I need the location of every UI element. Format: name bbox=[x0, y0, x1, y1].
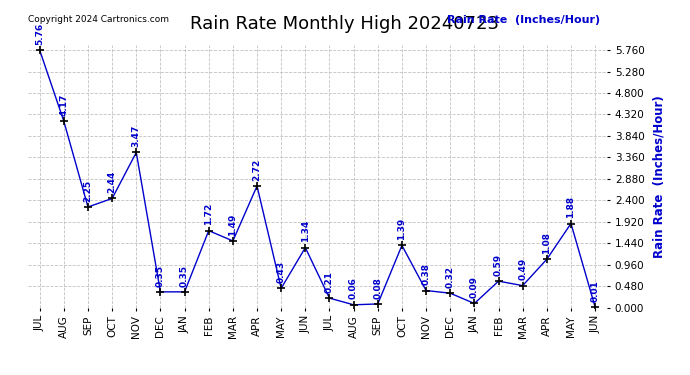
Text: 0.43: 0.43 bbox=[277, 261, 286, 283]
Text: 1.49: 1.49 bbox=[228, 213, 237, 236]
Text: Copyright 2024 Cartronics.com: Copyright 2024 Cartronics.com bbox=[28, 15, 168, 24]
Text: 2.72: 2.72 bbox=[253, 158, 262, 181]
Text: 0.32: 0.32 bbox=[446, 266, 455, 288]
Text: 0.59: 0.59 bbox=[494, 254, 503, 276]
Text: 0.38: 0.38 bbox=[422, 263, 431, 285]
Text: 0.21: 0.21 bbox=[325, 271, 334, 293]
Text: 0.01: 0.01 bbox=[591, 280, 600, 302]
Text: Rain Rate Monthly High 20240723: Rain Rate Monthly High 20240723 bbox=[190, 15, 500, 33]
Text: 0.35: 0.35 bbox=[156, 264, 165, 286]
Text: 2.44: 2.44 bbox=[108, 171, 117, 193]
Text: 5.76: 5.76 bbox=[35, 22, 44, 45]
Text: 0.49: 0.49 bbox=[518, 258, 527, 280]
Text: 4.17: 4.17 bbox=[59, 93, 68, 116]
Text: 0.09: 0.09 bbox=[470, 276, 479, 298]
Text: 1.72: 1.72 bbox=[204, 203, 213, 225]
Text: 1.08: 1.08 bbox=[542, 232, 551, 254]
Text: 1.88: 1.88 bbox=[566, 196, 575, 218]
Text: 0.35: 0.35 bbox=[180, 264, 189, 286]
Text: 1.34: 1.34 bbox=[301, 220, 310, 242]
Text: 1.39: 1.39 bbox=[397, 218, 406, 240]
Text: 2.25: 2.25 bbox=[83, 180, 92, 202]
Text: 0.08: 0.08 bbox=[373, 277, 382, 298]
Y-axis label: Rain Rate  (Inches/Hour): Rain Rate (Inches/Hour) bbox=[653, 95, 666, 258]
Text: Rain Rate  (Inches/Hour): Rain Rate (Inches/Hour) bbox=[447, 15, 600, 25]
Text: 0.06: 0.06 bbox=[349, 278, 358, 300]
Text: 3.47: 3.47 bbox=[132, 125, 141, 147]
